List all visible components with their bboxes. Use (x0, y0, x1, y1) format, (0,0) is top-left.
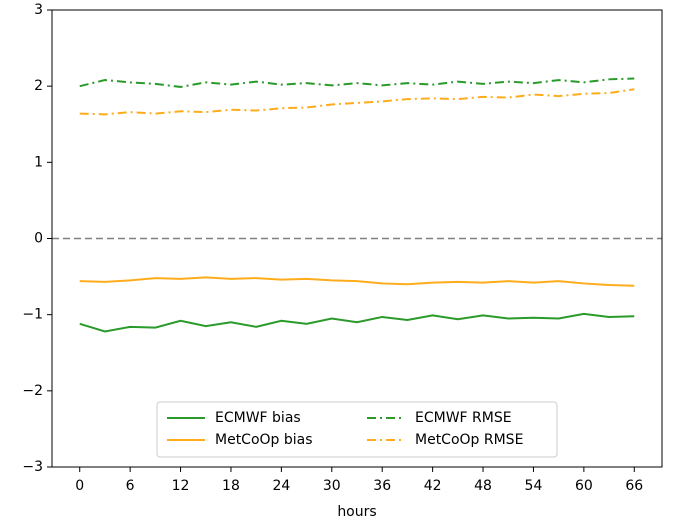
legend-label: MetCoOp RMSE (415, 432, 523, 448)
x-tick-label: 60 (575, 478, 593, 494)
x-axis-label: hours (337, 504, 376, 520)
y-tick-label: −3 (22, 459, 43, 475)
y-tick-label: 1 (34, 154, 43, 170)
y-tick-label: 2 (34, 78, 43, 94)
y-tick-label: −2 (22, 383, 43, 399)
legend-label: ECMWF RMSE (415, 410, 512, 426)
x-tick-label: 12 (172, 478, 190, 494)
plot-frame (51, 9, 663, 468)
x-tick-label: 48 (474, 478, 492, 494)
series-line (79, 77, 635, 88)
x-tick-label: 18 (222, 478, 240, 494)
series-line (79, 276, 635, 287)
x-tick-label: 42 (424, 478, 442, 494)
series-line (79, 312, 635, 333)
legend-label: MetCoOp bias (215, 432, 313, 448)
y-tick-label: −1 (22, 307, 43, 323)
y-tick-label: 3 (34, 2, 43, 18)
x-tick-label: 36 (373, 478, 391, 494)
y-tick-label: 0 (34, 231, 43, 247)
x-tick-label: 30 (323, 478, 341, 494)
legend (156, 401, 558, 458)
x-tick-label: 66 (625, 478, 643, 494)
legend-label: ECMWF bias (215, 410, 301, 426)
x-tick-label: 6 (126, 478, 135, 494)
series-line (79, 88, 635, 116)
x-tick-label: 0 (75, 478, 84, 494)
x-tick-label: 24 (272, 478, 290, 494)
x-tick-label: 54 (525, 478, 543, 494)
